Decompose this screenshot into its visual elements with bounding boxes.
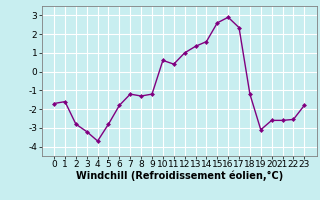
X-axis label: Windchill (Refroidissement éolien,°C): Windchill (Refroidissement éolien,°C) (76, 171, 283, 181)
